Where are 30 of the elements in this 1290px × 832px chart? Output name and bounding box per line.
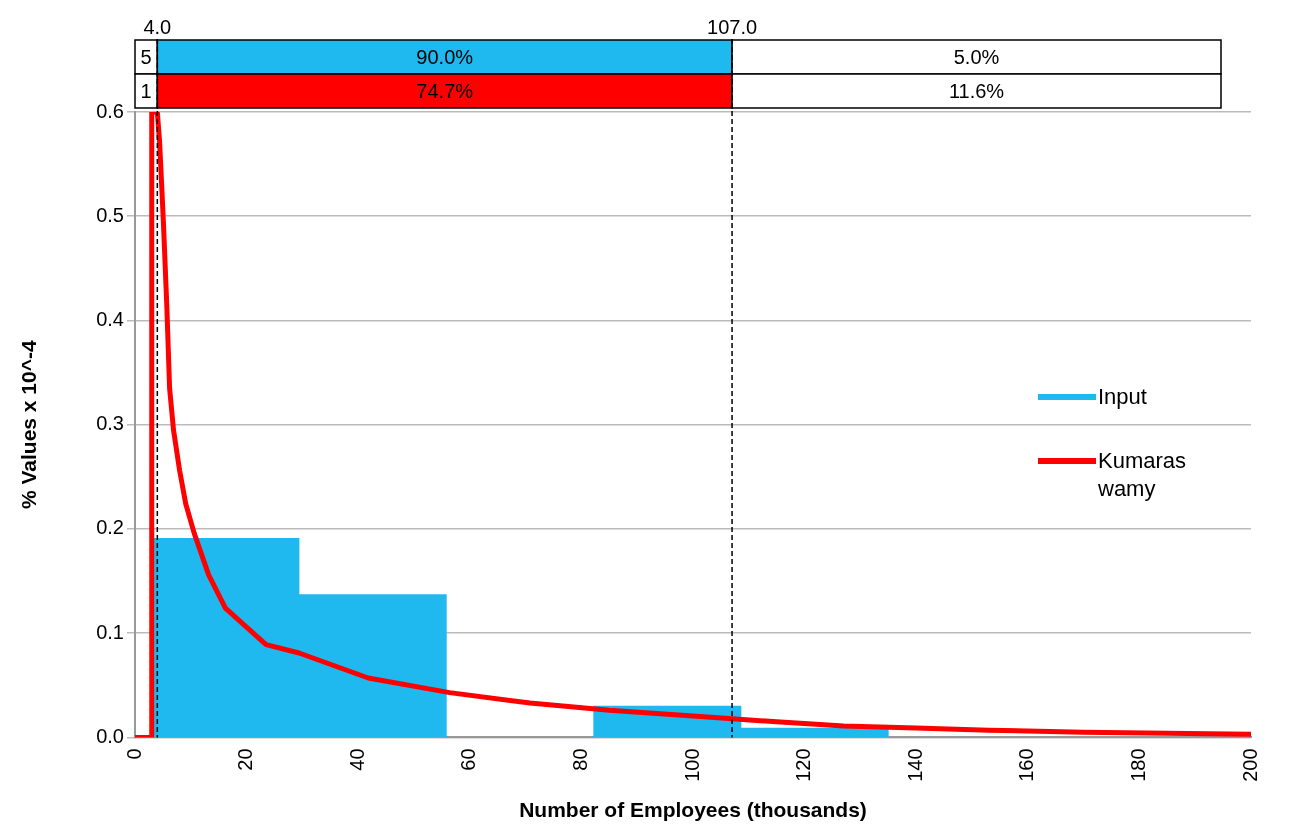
x-tick-label: 80 <box>568 748 591 771</box>
text: 5 <box>140 45 152 68</box>
x-tick-label: 20 <box>234 748 257 771</box>
x-tick-label: 40 <box>345 748 368 771</box>
y-tick-label: 0.3 <box>96 412 124 435</box>
y-tick-label: 0.5 <box>96 203 124 226</box>
ref-line-label: 4.0 <box>143 15 172 38</box>
x-tick-label: 100 <box>680 748 703 782</box>
y-tick-label: 0.4 <box>96 307 124 330</box>
text: 11.6% <box>948 79 1005 102</box>
text: 74.7% <box>416 79 474 102</box>
text: 1 <box>140 79 152 102</box>
y-tick-label: 0.1 <box>96 620 124 643</box>
legend-label: Input <box>1098 383 1148 411</box>
legend-label: Kumaraswamy <box>1098 447 1188 503</box>
x-tick-label: 0 <box>122 748 145 760</box>
x-axis-title: Number of Employees (thousands) <box>519 798 867 822</box>
text: 90.0% <box>416 45 474 68</box>
ref-line-label: 107.0 <box>707 15 758 38</box>
x-tick-label: 160 <box>1015 748 1038 782</box>
x-tick-label: 200 <box>1238 748 1261 782</box>
x-tick-label: 60 <box>457 748 480 771</box>
y-tick-label: 0.6 <box>96 99 124 122</box>
x-tick-label: 140 <box>903 748 926 782</box>
text: 5.0% <box>953 45 1000 68</box>
y-tick-label: 0.2 <box>96 516 124 539</box>
x-tick-label: 180 <box>1126 748 1149 782</box>
y-axis-title: % Values x 10^-4 <box>17 340 41 510</box>
y-tick-label: 0.0 <box>96 724 124 747</box>
x-tick-label: 120 <box>792 748 815 782</box>
